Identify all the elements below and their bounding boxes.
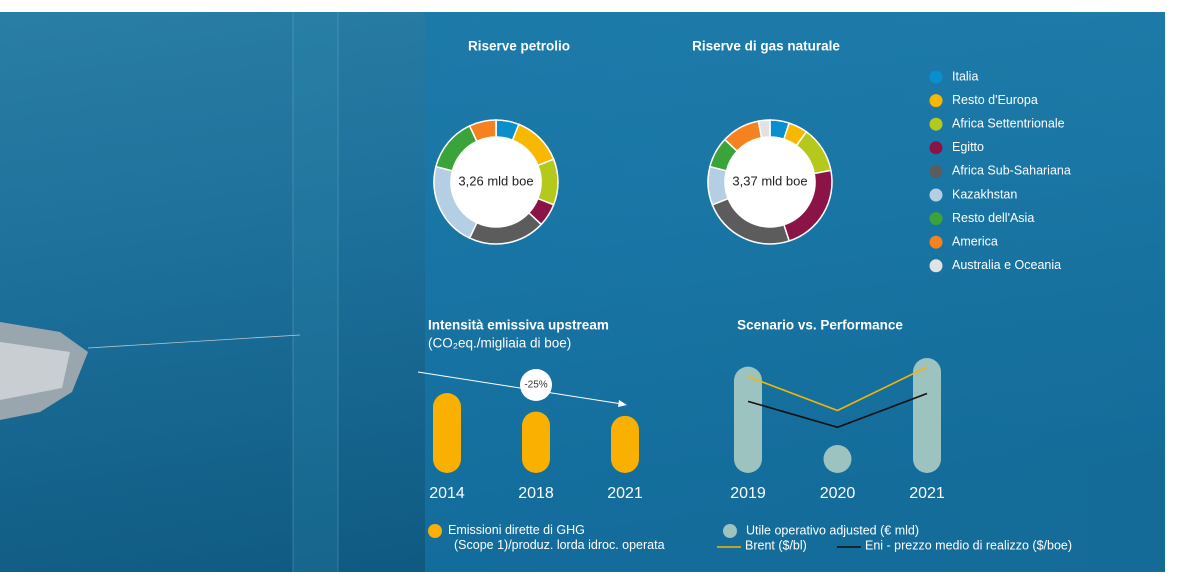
- boat-deck: [0, 342, 70, 400]
- bar: [611, 415, 639, 473]
- legend-swatch: [929, 94, 943, 108]
- rope: [87, 334, 301, 349]
- center-label: 3,37 mld boe: [732, 173, 807, 188]
- trend-arrow: [417, 371, 623, 405]
- center-label: 3,26 mld boe: [458, 173, 533, 188]
- x-tick-label: 2021: [607, 485, 643, 502]
- legend-label: Africa Sub-Sahariana: [952, 164, 1071, 178]
- legend-label: Kazakhstan: [952, 187, 1017, 201]
- legend-label: Eni - prezzo medio di realizzo ($/boe): [865, 538, 1072, 552]
- legend-swatch: [929, 164, 943, 178]
- chart-title: Riserve di gas naturale: [692, 39, 840, 54]
- chart-subtitle: (CO₂eq./migliaia di boe): [428, 336, 571, 351]
- x-tick-label: 2018: [518, 485, 554, 502]
- chart-title: Scenario vs. Performance: [737, 318, 903, 333]
- legend-line: Emissioni dirette di GHG: [448, 523, 585, 537]
- legend-label: Resto dell'Asia: [952, 211, 1034, 225]
- legend-swatch: [929, 212, 943, 226]
- legend-label: Utile operativo adjusted (€ mld): [746, 523, 919, 537]
- donut-segment: [707, 165, 730, 206]
- donut-hole: [725, 137, 815, 227]
- x-tick-label: 2019: [730, 485, 766, 502]
- bar: [734, 366, 762, 473]
- annotation-badge: [520, 369, 552, 401]
- chart-title: Intensità emissiva upstream: [428, 318, 609, 333]
- legend-swatch: [723, 524, 737, 538]
- x-tick-label: 2021: [909, 485, 945, 502]
- panel: [425, 12, 1165, 574]
- legend-swatch: [929, 70, 943, 84]
- legend-swatch: [929, 117, 943, 131]
- bar: [823, 445, 852, 473]
- legend-label: Africa Settentrionale: [952, 116, 1065, 130]
- chart-title: Riserve petrolio: [468, 39, 570, 54]
- legend-swatch: [929, 235, 943, 249]
- legend-label: Australia e Oceania: [952, 258, 1061, 272]
- bar: [522, 411, 550, 473]
- line: [747, 392, 928, 429]
- band: [293, 12, 338, 574]
- legend-swatch: [428, 524, 442, 538]
- bar: [433, 393, 461, 473]
- legend-label: Italia: [952, 69, 978, 83]
- legend-label: Emissioni dirette di GHG (Scope 1)/produz…: [448, 523, 665, 552]
- arrow-head: [618, 400, 627, 407]
- x-tick-label: 2020: [820, 485, 856, 502]
- legend-swatch: [929, 141, 943, 155]
- legend-label: America: [952, 234, 998, 248]
- bar: [913, 358, 941, 473]
- bottom-strip: [0, 572, 1178, 574]
- legend-label: Resto d'Europa: [952, 93, 1038, 107]
- x-tick-label: 2014: [429, 485, 465, 502]
- legend-swatch: [929, 259, 943, 273]
- donut-hole: [451, 137, 541, 227]
- top-strip: [0, 0, 1178, 12]
- legend-label: Brent ($/bl): [745, 538, 807, 552]
- line: [747, 366, 928, 412]
- legend-line: (Scope 1)/produz. lorda idroc. operata: [454, 538, 665, 552]
- legend-swatch: [929, 188, 943, 202]
- annotation: -25%: [524, 380, 547, 391]
- legend-label: Egitto: [952, 140, 984, 154]
- right-strip: [1165, 12, 1178, 574]
